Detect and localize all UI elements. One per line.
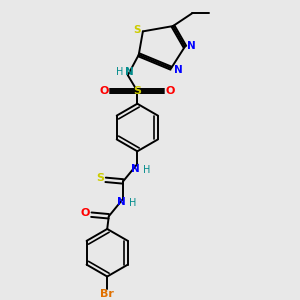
Text: Br: Br xyxy=(100,289,114,299)
Text: S: S xyxy=(133,86,141,96)
Text: O: O xyxy=(99,86,109,96)
Text: S: S xyxy=(134,25,141,35)
Text: H: H xyxy=(143,165,151,175)
Text: O: O xyxy=(166,86,175,96)
Text: N: N xyxy=(188,41,196,51)
Text: H: H xyxy=(129,198,136,208)
Text: S: S xyxy=(96,173,104,183)
Text: H: H xyxy=(116,67,124,77)
Text: O: O xyxy=(81,208,90,218)
Text: N: N xyxy=(174,65,182,75)
Text: N: N xyxy=(131,164,140,174)
Text: N: N xyxy=(125,67,134,77)
Text: N: N xyxy=(117,197,126,207)
